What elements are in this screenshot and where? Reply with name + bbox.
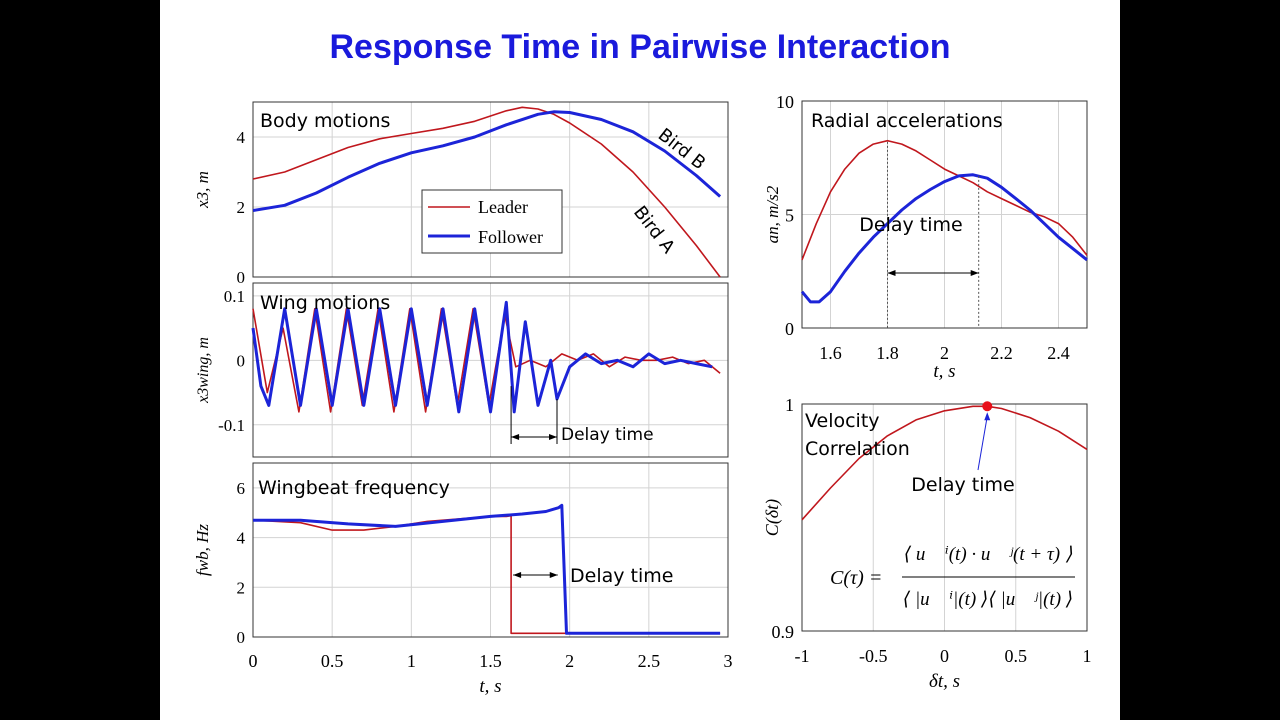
slide: Response Time in Pairwise Interaction 0 2… [160,0,1120,720]
axis-label-x: t, s [933,361,955,382]
tick-label-x: 0.5 [1005,646,1028,666]
axis-label-y: C(δt) [762,499,783,536]
plot-frame [252,282,729,458]
chart-radial-accelerations: 0 5 10 1.6 1.8 2 2.2 2.4 Radial accelerations an,… [763,92,1088,382]
axis-label-y: x3wing, m [195,337,212,404]
tick-label-x: 1 [407,651,416,671]
tick-label-x: 2 [940,343,949,363]
annotation-delay-time: Delay time [561,425,654,445]
tick-label-y: 2 [237,198,246,217]
chart-wing-motions: -0.1 0 0.1 Wing motions x3wing, m Delay time [195,282,729,458]
tick-label-y: -0.1 [218,416,245,435]
legend-label-leader: Leader [478,197,528,217]
plot-frame [801,403,1088,632]
tick-label-x: -0.5 [859,646,888,666]
delay-arrowhead-right [549,434,557,440]
series-line-follower [253,503,721,635]
tick-label-x: 1.5 [479,651,502,671]
panel-title: Radial accelerations [811,110,1003,132]
annotation-bird-a: Bird A [629,202,679,258]
plot-frame [252,462,729,638]
axis-label-y: fwb, Hz [193,524,212,576]
tick-label-y: 6 [237,479,246,498]
panel-title: Wing motions [260,292,390,314]
tick-label-x: 2.4 [1047,343,1070,363]
panel-title: Body motions [260,110,390,132]
legend: Leader Follower [421,189,563,254]
annotation-delay-time: Delay time [570,565,673,587]
series-line-follower [251,300,713,414]
delay-arrowhead-left [513,572,522,578]
tick-label-y: 0 [237,351,246,370]
plot-frame [801,100,1088,329]
panel-title-line-1: Velocity [805,410,880,432]
peak-pointer-line [977,416,988,471]
tick-label-x: -1 [795,646,810,666]
axis-label-x: δt, s [929,671,960,692]
annotation-delay-time: Delay time [859,214,962,236]
tick-label-y: 10 [776,92,794,112]
tick-label-y: 4 [237,529,246,548]
chart-wingbeat-frequency: 0 2 4 6 0 0.5 1 1.5 2 2.5 3 Wingbeat frequency fwb, … [193,462,733,697]
tick-label-x: 1.8 [876,343,899,363]
tick-label-x: 1 [1083,646,1092,666]
peak-pointer-head [984,412,991,421]
tick-label-x: 0.5 [321,651,344,671]
correlation-formula: C(τ) = ⟨ u⃗ ⁱ(t) · u⃗ ʲ(t + τ) ⟩ ⟨ |u⃗ ⁱ|(… [830,544,1075,610]
panel-title: Wingbeat frequency [258,477,450,499]
axis-label-x: t, s [479,676,501,697]
panel-title-line-2: Correlation [805,438,910,460]
delay-arrowhead-left [511,434,520,440]
legend-label-follower: Follower [478,227,543,247]
tick-label-y: 0 [237,628,246,647]
legend-box [421,189,563,254]
delay-arrowhead-right [549,572,558,578]
annotation-delay-time: Delay time [911,474,1014,496]
tick-label-x: 1.6 [819,343,842,363]
series-line-leader [252,106,721,278]
tick-label-x: 2.2 [990,343,1013,363]
tick-label-y: 0.1 [224,287,245,306]
axis-label-y: x3, m [193,171,212,209]
formula-denominator: ⟨ |u⃗ ⁱ|(t) ⟩⟨ |u⃗ ʲ|(t) ⟩ [903,589,1073,610]
axis-label-y: an, m/s2 [763,185,782,243]
tick-label-x: 0 [249,651,258,671]
peak-marker [982,401,993,412]
delay-arrowhead-right [970,270,979,276]
tick-label-x: 2.5 [638,651,661,671]
tick-label-y: 2 [237,578,246,597]
series-line-leader [801,139,1088,261]
delay-arrowhead-left [887,270,896,276]
tick-label-y: 1 [785,395,794,415]
chart-velocity-correlation: 0.9 1 -1 -0.5 0 0.5 1 Velocity Correlation C(δt) δ… [762,395,1092,692]
series-line-follower [252,110,722,212]
series-line-follower [800,173,1088,304]
tick-label-x: 0 [940,646,949,666]
tick-label-x: 3 [724,651,733,671]
tick-label-y: 5 [785,206,794,226]
tick-label-y: 0 [237,268,246,287]
formula-lhs: C(τ) = [830,567,882,589]
tick-label-x: 2 [565,651,574,671]
tick-label-y: 4 [237,128,246,147]
formula-numerator: ⟨ u⃗ ⁱ(t) · u⃗ ʲ(t + τ) ⟩ [904,544,1073,565]
plot-frame [252,101,729,278]
slide-title: Response Time in Pairwise Interaction [329,28,951,66]
tick-label-y: 0.9 [772,622,795,642]
tick-label-y: 0 [785,319,794,339]
series-line-leader [801,405,1088,521]
